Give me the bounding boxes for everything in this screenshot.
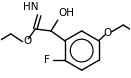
Text: OH: OH [59,8,75,18]
Text: F: F [44,55,50,65]
Text: O: O [23,36,32,46]
Text: O: O [103,28,112,38]
Text: HN: HN [23,2,38,12]
